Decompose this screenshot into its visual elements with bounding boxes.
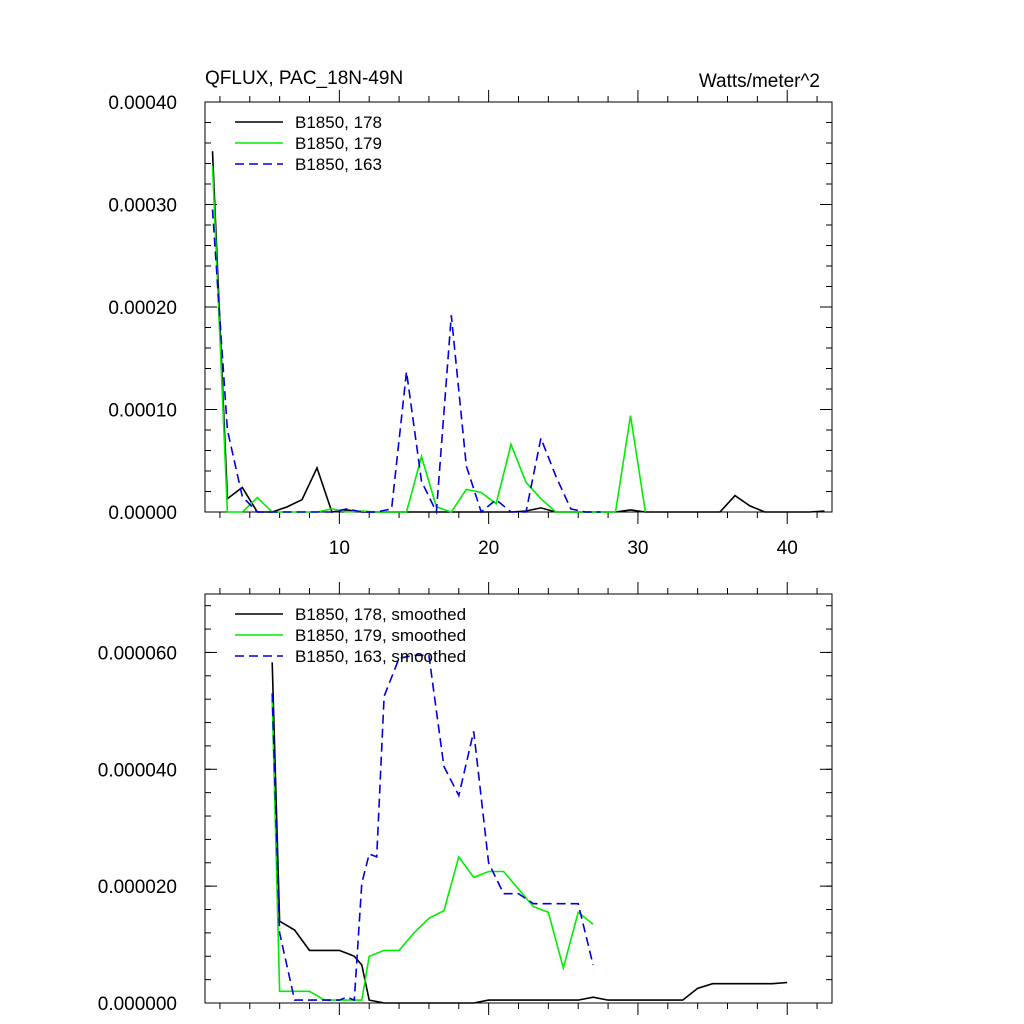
series-line bbox=[211, 165, 647, 513]
y-tick-label: 0.000000 bbox=[98, 994, 177, 1015]
y-tick-label: 0.00040 bbox=[108, 93, 177, 114]
series-line bbox=[271, 699, 594, 1001]
x-tick-label: 40 bbox=[777, 538, 798, 559]
legend-entry: B1850, 163, smoothed bbox=[295, 647, 466, 666]
legend-entry: B1850, 179 bbox=[295, 134, 382, 153]
x-tick-label: 20 bbox=[478, 538, 499, 559]
legend-entry: B1850, 178, smoothed bbox=[295, 605, 466, 624]
y-tick-label: 0.000040 bbox=[98, 760, 177, 781]
legend-entry: B1850, 179, smoothed bbox=[295, 626, 466, 645]
y-tick-label: 0.000060 bbox=[98, 643, 177, 664]
top-panel: QFLUX, PAC_18N-49N Watts/meter^2 0.00000… bbox=[108, 68, 833, 559]
y-tick-label: 0.00010 bbox=[108, 401, 177, 422]
chart-title: QFLUX, PAC_18N-49N bbox=[205, 68, 403, 89]
series-line bbox=[211, 209, 601, 516]
y-tick-label: 0.000020 bbox=[98, 877, 177, 898]
x-tick-label: 30 bbox=[627, 538, 648, 559]
series-line bbox=[211, 151, 825, 513]
y-tick-label: 0.00020 bbox=[108, 298, 177, 319]
series-line bbox=[271, 654, 594, 1002]
y-tick-label: 0.00000 bbox=[108, 503, 177, 524]
legend-entry: B1850, 178 bbox=[295, 113, 382, 132]
x-tick-label: 10 bbox=[329, 538, 350, 559]
legend-entry: B1850, 163 bbox=[295, 155, 382, 174]
bottom-panel: 0.000000 0.000020 0.000040 0.000060 B1850, 1… bbox=[98, 582, 833, 1015]
y-tick-label: 0.00030 bbox=[108, 196, 177, 217]
units-label: Watts/meter^2 bbox=[699, 71, 820, 92]
series-line bbox=[271, 662, 788, 1004]
